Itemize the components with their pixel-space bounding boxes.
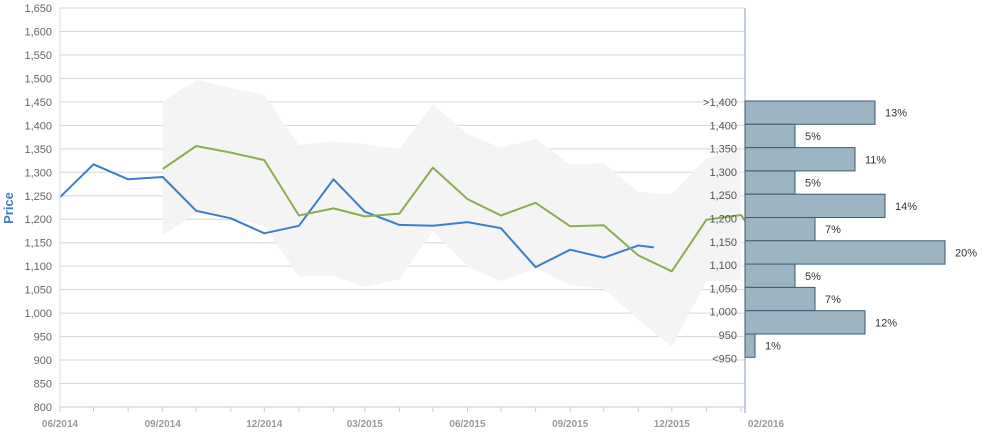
distribution-bar <box>744 286 816 312</box>
distribution-bin-label: 950 <box>719 330 737 342</box>
y-tick-label: 1,100 <box>24 261 52 273</box>
distribution-percent-label: 13% <box>885 108 907 120</box>
distribution-bin-label: 1,400 <box>709 120 737 132</box>
distribution-bar <box>744 217 816 242</box>
y-tick-label: 1,450 <box>24 97 52 109</box>
y-tick-label: 1,550 <box>24 50 52 62</box>
actual-price-line <box>59 163 655 269</box>
distribution-bin-label: 1,150 <box>709 237 737 249</box>
distribution-bars: >1,400 13% 1,400 5% 1,350 11% 1,300 5% 1,250 14% 1… <box>703 97 977 365</box>
distribution-bar <box>744 310 866 335</box>
x-tick-label: 09/2014 <box>145 419 182 430</box>
distribution-bar <box>744 263 796 288</box>
distribution-bin-label: 1,350 <box>709 144 737 156</box>
y-tick-label: 1,050 <box>24 285 52 297</box>
y-tick-label: 900 <box>34 355 52 367</box>
distribution-bin-label: 1,050 <box>709 283 737 295</box>
distribution-bar <box>744 170 796 195</box>
distribution-bar <box>744 147 856 172</box>
distribution-percent-label: 5% <box>805 131 821 143</box>
y-tick-label: 1,650 <box>24 3 52 15</box>
distribution-bar <box>744 240 946 265</box>
distribution-bin-label: <950 <box>712 353 737 365</box>
y-tick-label: 1,400 <box>24 120 52 132</box>
y-tick-label: 1,000 <box>24 308 52 320</box>
forecast-band-area <box>162 79 741 347</box>
distribution-percent-label: 5% <box>805 178 821 190</box>
distribution-bar <box>744 333 756 358</box>
distribution-bar <box>744 123 796 149</box>
y-tick-labels: 1,650 1,600 1,550 1,500 1,450 1,400 1,350 1,300… <box>24 3 52 414</box>
distribution-bar <box>744 100 876 125</box>
x-tick-label: 06/2014 <box>42 419 79 430</box>
x-tick-label: 12/2015 <box>654 419 691 430</box>
y-tick-label: 950 <box>34 332 52 344</box>
forecast-range-band <box>162 79 741 347</box>
distribution-percent-label: 20% <box>955 247 977 259</box>
y-tick-label: 1,600 <box>24 26 52 38</box>
x-tick-label: 09/2015 <box>552 419 589 430</box>
y-tick-label: 1,350 <box>24 144 52 156</box>
distribution-bin-label: >1,400 <box>703 97 737 109</box>
forecast-price-line <box>162 145 747 273</box>
price-lines <box>59 145 747 273</box>
distribution-percent-label: 11% <box>865 154 886 166</box>
y-tick-label: 1,250 <box>24 191 52 203</box>
distribution-percent-label: 14% <box>895 201 917 213</box>
distribution-bin-label: 1,200 <box>709 214 737 226</box>
distribution-percent-label: 5% <box>805 271 821 283</box>
y-tick-label: 1,300 <box>24 167 52 179</box>
distribution-bin-label: 1,250 <box>709 190 737 202</box>
y-tick-label: 1,500 <box>24 73 52 85</box>
x-tick-label: 03/2015 <box>347 419 384 430</box>
x-tick-label: 06/2015 <box>449 419 486 430</box>
distribution-percent-label: 7% <box>825 224 841 236</box>
distribution-bin-label: 1,100 <box>709 260 737 272</box>
y-tick-label: 800 <box>34 402 52 414</box>
x-tick-label: 02/2016 <box>748 419 785 430</box>
distribution-percent-label: 12% <box>875 317 897 329</box>
distribution-percent-label: 1% <box>765 341 781 353</box>
distribution-bar <box>744 193 886 218</box>
distribution-bin-label: 1,300 <box>709 167 737 179</box>
y-tick-label: 1,150 <box>24 238 52 250</box>
y-tick-label: 850 <box>34 379 52 391</box>
y-tick-label: 1,200 <box>24 214 52 226</box>
distribution-bin-label: 1,000 <box>709 307 737 319</box>
x-tick-labels: 06/2014 09/2014 12/2014 03/2015 06/2015 09/20… <box>42 419 785 430</box>
distribution-percent-label: 7% <box>825 294 841 306</box>
y-axis-label: Price <box>1 192 16 224</box>
x-tick-label: 12/2014 <box>246 419 283 430</box>
